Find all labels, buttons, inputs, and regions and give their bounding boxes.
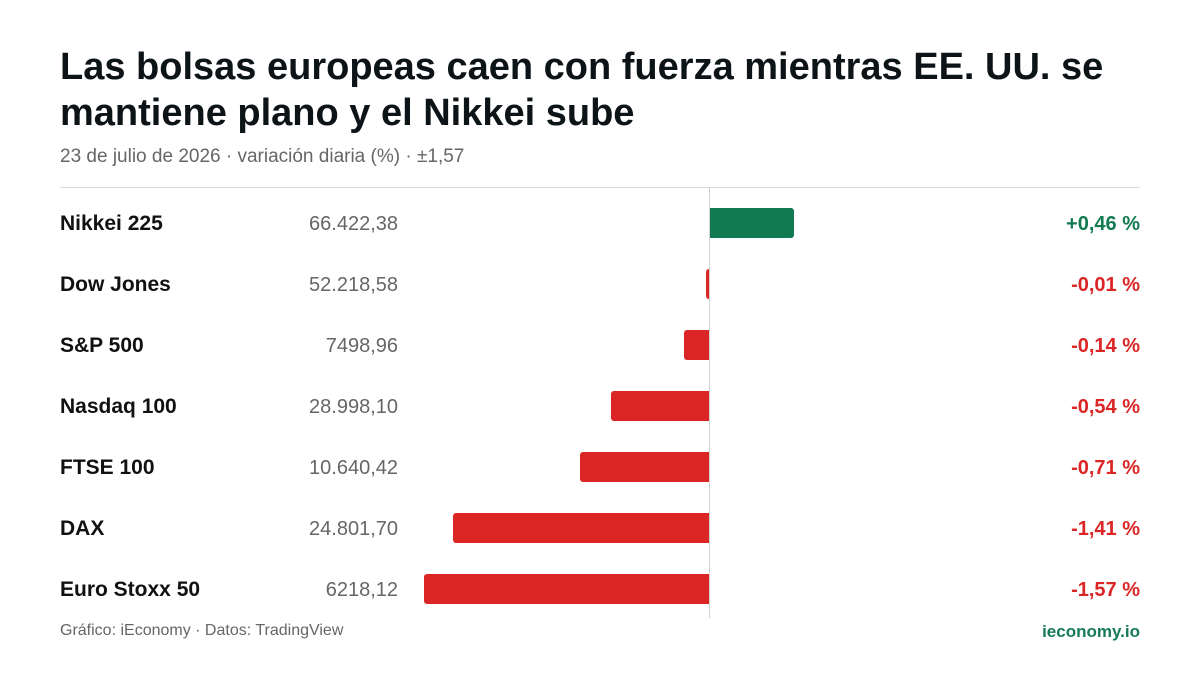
data-label: -1,41 % xyxy=(1071,518,1140,540)
bar xyxy=(453,513,709,543)
index-level: 6218,12 xyxy=(325,579,398,601)
bar-row: Dow Jones 52.218,58 -0,01 % xyxy=(60,251,1140,312)
bar-row: Euro Stoxx 50 6218,12 -1,57 % xyxy=(60,556,1140,617)
index-level: 66.422,38 xyxy=(309,213,398,235)
data-label: -0,14 % xyxy=(1071,335,1140,357)
bar-row: DAX 24.801,70 -1,41 % xyxy=(60,495,1140,556)
data-label: -1,57 % xyxy=(1071,579,1140,601)
data-label: +0,46 % xyxy=(1066,213,1140,235)
data-label: -0,71 % xyxy=(1071,457,1140,479)
index-level: 24.801,70 xyxy=(309,518,398,540)
category-label: Dow Jones xyxy=(60,273,171,296)
bar xyxy=(610,391,709,421)
bar xyxy=(424,574,709,604)
index-level: 28.998,10 xyxy=(309,396,398,418)
data-label: -0,01 % xyxy=(1071,274,1140,296)
bar xyxy=(580,452,709,482)
header-divider xyxy=(60,187,1140,188)
bar xyxy=(683,330,709,360)
zero-axis-line xyxy=(709,188,710,618)
chart-title: Las bolsas europeas caen con fuerza mien… xyxy=(60,46,1104,134)
source-credit: Gráfico: iEconomy · Datos: TradingView xyxy=(60,622,344,639)
chart-subtitle: 23 de julio de 2026 · variación diaria (… xyxy=(60,146,465,167)
index-level: 52.218,58 xyxy=(309,274,398,296)
category-label: FTSE 100 xyxy=(60,456,155,479)
category-label: Euro Stoxx 50 xyxy=(60,578,201,601)
category-label: S&P 500 xyxy=(60,334,144,357)
index-level: 10.640,42 xyxy=(309,457,398,479)
category-label: DAX xyxy=(60,517,105,540)
bar-row: FTSE 100 10.640,42 -0,71 % xyxy=(60,434,1140,495)
brand-link[interactable]: ieconomy.io xyxy=(1042,622,1140,641)
bar-row: Nikkei 225 66.422,38 +0,46 % xyxy=(60,190,1140,251)
index-level: 7498,96 xyxy=(325,335,398,357)
category-label: Nikkei 225 xyxy=(60,212,163,235)
bar xyxy=(706,269,709,299)
category-label: Nasdaq 100 xyxy=(60,395,177,418)
bar-row: S&P 500 7498,96 -0,14 % xyxy=(60,312,1140,373)
data-label: -0,54 % xyxy=(1071,396,1140,418)
bar-row: Nasdaq 100 28.998,10 -0,54 % xyxy=(60,373,1140,434)
bar xyxy=(710,208,794,238)
